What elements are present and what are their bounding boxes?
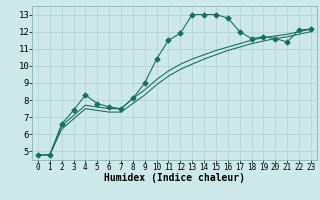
X-axis label: Humidex (Indice chaleur): Humidex (Indice chaleur) (104, 173, 245, 183)
